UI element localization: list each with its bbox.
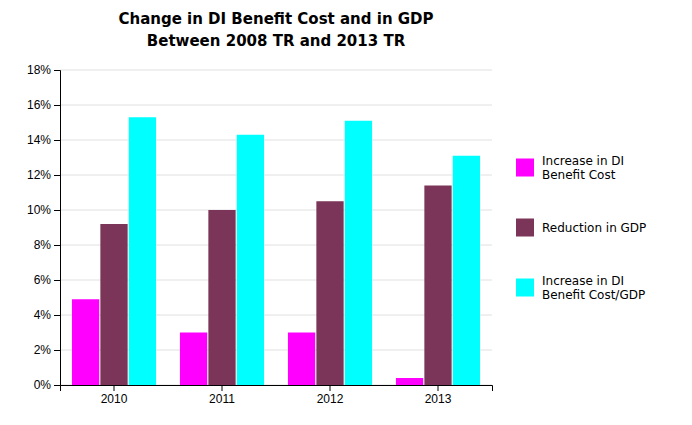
- y-tick-label: 6%: [34, 273, 52, 287]
- y-tick-label: 8%: [34, 238, 52, 252]
- y-tick-mark: [54, 175, 60, 176]
- y-tick-label: 10%: [27, 203, 51, 217]
- y-tick-label: 4%: [34, 308, 52, 322]
- y-tick: 12%: [27, 168, 60, 182]
- y-tick: 4%: [34, 308, 60, 322]
- legend-label-line: Reduction in GDP: [542, 221, 646, 235]
- x-tick-label: 2011: [209, 392, 235, 406]
- legend-item: Reduction in GDP: [516, 219, 646, 237]
- x-tick: 2012: [317, 385, 344, 406]
- x-axis-line: [61, 386, 493, 392]
- x-tick: 2013: [425, 385, 452, 406]
- bar: [237, 135, 264, 385]
- legend-label: Increase in DIBenefit Cost: [542, 154, 624, 182]
- y-tick: 18%: [27, 63, 60, 77]
- x-tick: 2011: [209, 385, 235, 406]
- bar: [288, 333, 315, 386]
- x-tick-mark: [330, 385, 331, 391]
- y-tick-mark: [54, 70, 60, 71]
- bar: [316, 201, 343, 385]
- grid-line: [60, 105, 492, 106]
- x-axis: 2010 2011 2012 2013: [61, 385, 493, 406]
- y-tick-mark: [54, 385, 60, 386]
- bar: [345, 121, 372, 385]
- title: Change in DI Benefit Cost and in GDP: [118, 10, 433, 28]
- legend-label-line: Benefit Cost/GDP: [542, 288, 645, 302]
- bar: [180, 333, 207, 386]
- y-tick-label: 16%: [27, 98, 51, 112]
- x-tick-label: 2012: [317, 392, 344, 406]
- y-tick: 6%: [34, 273, 60, 287]
- bar: [396, 378, 423, 385]
- legend-item: Increase in DIBenefit Cost/GDP: [516, 274, 645, 302]
- x-tick-mark: [438, 385, 439, 391]
- y-tick-mark: [54, 105, 60, 106]
- x-tick-label: 2010: [101, 392, 128, 406]
- bar: [424, 186, 451, 386]
- y-tick-label: 12%: [27, 168, 51, 182]
- y-tick-label: 14%: [27, 133, 51, 147]
- y-tick: 8%: [34, 238, 60, 252]
- bar: [453, 156, 480, 385]
- legend-label: Reduction in GDP: [542, 221, 646, 235]
- legend-swatch: [516, 279, 534, 297]
- x-tick: 2010: [101, 385, 128, 406]
- y-tick: 16%: [27, 98, 60, 112]
- x-tick-mark: [222, 385, 223, 391]
- subtitle: Between 2008 TR and 2013 TR: [147, 32, 406, 50]
- legend-item: Increase in DIBenefit Cost: [516, 154, 624, 182]
- legend-label-line: Increase in DI: [542, 154, 624, 168]
- grid-line: [60, 175, 492, 176]
- y-tick-label: 2%: [34, 343, 52, 357]
- y-axis-line: [54, 71, 61, 386]
- grid-line: [60, 70, 492, 71]
- legend-label-line: Increase in DI: [542, 274, 624, 288]
- y-tick-mark: [54, 315, 60, 316]
- bar: [100, 224, 127, 385]
- legend-label: Increase in DIBenefit Cost/GDP: [542, 274, 645, 302]
- y-tick-mark: [54, 210, 60, 211]
- legend-label-line: Benefit Cost: [542, 168, 616, 182]
- y-tick: 14%: [27, 133, 60, 147]
- y-tick-label: 18%: [27, 63, 51, 77]
- grid-line: [60, 140, 492, 141]
- y-tick-mark: [54, 140, 60, 141]
- y-tick-mark: [54, 350, 60, 351]
- x-tick-label: 2013: [425, 392, 452, 406]
- bar: [208, 210, 235, 385]
- y-tick-mark: [54, 280, 60, 281]
- bar: [129, 117, 156, 385]
- legend: Increase in DIBenefit CostReduction in G…: [516, 154, 646, 302]
- x-tick-mark: [114, 385, 115, 391]
- legend-swatch: [516, 219, 534, 237]
- y-tick: 0%: [34, 378, 60, 392]
- legend-swatch: [516, 159, 534, 177]
- y-tick-mark: [54, 245, 60, 246]
- y-tick-label: 0%: [34, 378, 52, 392]
- chart: Change in DI Benefit Cost and in GDP Betw…: [0, 0, 692, 425]
- bars: [72, 117, 480, 385]
- plot: 0%2%4%6%8%10%12%14%16%18%201020112012201…: [27, 63, 493, 405]
- y-tick: 2%: [34, 343, 60, 357]
- y-axis: 0% 2% 4% 6% 8% 10% 12% 14% 16% 18%: [27, 63, 61, 392]
- bar: [72, 299, 99, 385]
- y-tick: 10%: [27, 203, 60, 217]
- grid: [60, 70, 492, 385]
